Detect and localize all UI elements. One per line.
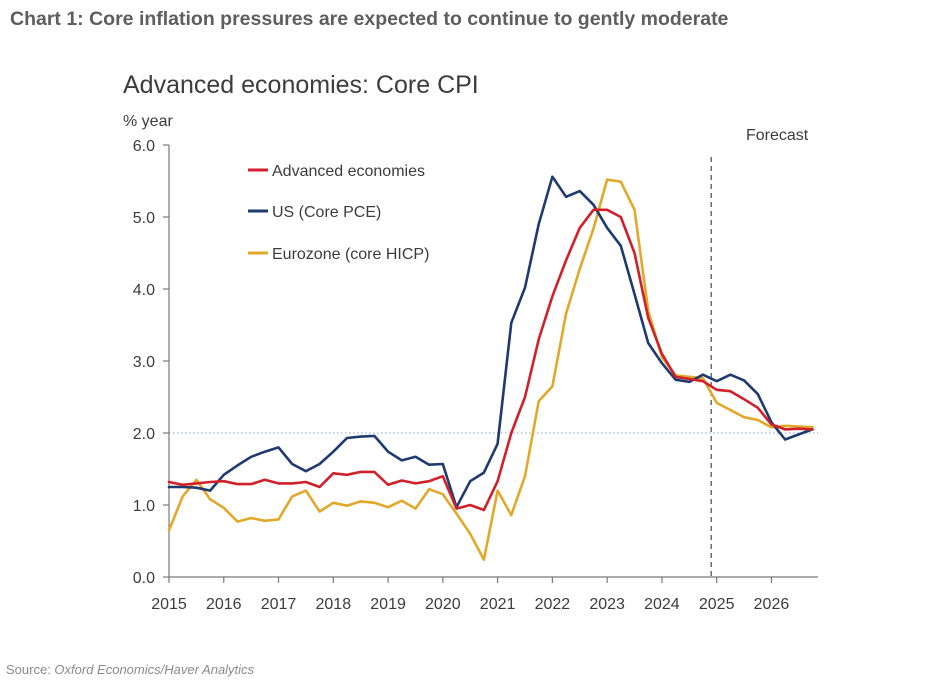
x-tick-label: 2021 bbox=[480, 596, 516, 613]
x-tick-label: 2024 bbox=[644, 596, 680, 613]
series-lines bbox=[167, 175, 814, 562]
x-tick-label: 2023 bbox=[589, 596, 625, 613]
y-tick-label: 0.0 bbox=[133, 570, 155, 587]
y-tick-label: 5.0 bbox=[133, 210, 155, 227]
x-tick-label: 2017 bbox=[261, 596, 297, 613]
x-tick-label: 2015 bbox=[151, 596, 187, 613]
y-axis-label: % year bbox=[123, 113, 173, 130]
series-line-2 bbox=[167, 178, 814, 562]
series-line-0 bbox=[167, 208, 814, 512]
y-tick-label: 4.0 bbox=[133, 282, 155, 299]
y-tick-label: 2.0 bbox=[133, 426, 155, 443]
x-tick-label: 2026 bbox=[754, 596, 790, 613]
series-line-1 bbox=[167, 175, 814, 509]
chart-heading: Chart 1: Core inflation pressures are ex… bbox=[10, 8, 729, 30]
legend-label: US (Core PCE) bbox=[272, 204, 381, 221]
forecast-label: Forecast bbox=[746, 127, 809, 144]
x-tick-label: 2018 bbox=[316, 596, 352, 613]
chart-title: Advanced economies: Core CPI bbox=[123, 71, 479, 99]
x-tick-label: 2022 bbox=[535, 596, 571, 613]
y-tick-label: 3.0 bbox=[133, 354, 155, 371]
y-tick-label: 1.0 bbox=[133, 498, 155, 515]
y-axis: 0.0 1.0 2.0 3.0 4.0 5.0 6.0 bbox=[133, 138, 170, 587]
x-tick-label: 2025 bbox=[699, 596, 735, 613]
source-label: Source: bbox=[6, 662, 55, 677]
x-tick-label: 2019 bbox=[370, 596, 406, 613]
legend: Advanced economies US (Core PCE) Eurozone … bbox=[248, 163, 429, 263]
x-tick-label: 2016 bbox=[206, 596, 242, 613]
source-note: Source: Oxford Economics/Haver Analytics bbox=[6, 662, 254, 677]
legend-label: Advanced economies bbox=[272, 163, 425, 180]
y-tick-label: 6.0 bbox=[133, 138, 155, 155]
forecast-group: Forecast bbox=[710, 127, 809, 577]
legend-label: Eurozone (core HICP) bbox=[272, 246, 429, 263]
x-tick-label: 2020 bbox=[425, 596, 461, 613]
source-text: Oxford Economics/Haver Analytics bbox=[54, 662, 255, 677]
x-axis: 2015 2016 2017 2018 2019 2020 2021 2022 2023 2024… bbox=[151, 576, 818, 613]
